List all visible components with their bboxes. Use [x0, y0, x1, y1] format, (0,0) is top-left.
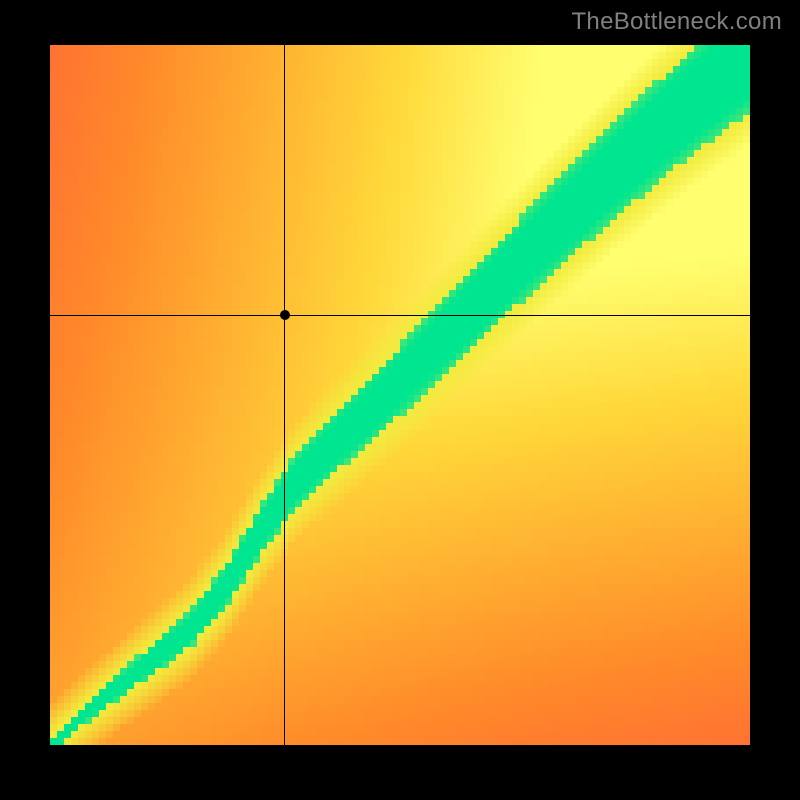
data-point-marker: [280, 310, 290, 320]
crosshair-horizontal: [50, 315, 750, 316]
heatmap-canvas: [50, 45, 750, 745]
bottleneck-heatmap: [50, 45, 750, 745]
crosshair-vertical: [284, 45, 285, 745]
watermark-text: TheBottleneck.com: [571, 8, 782, 36]
